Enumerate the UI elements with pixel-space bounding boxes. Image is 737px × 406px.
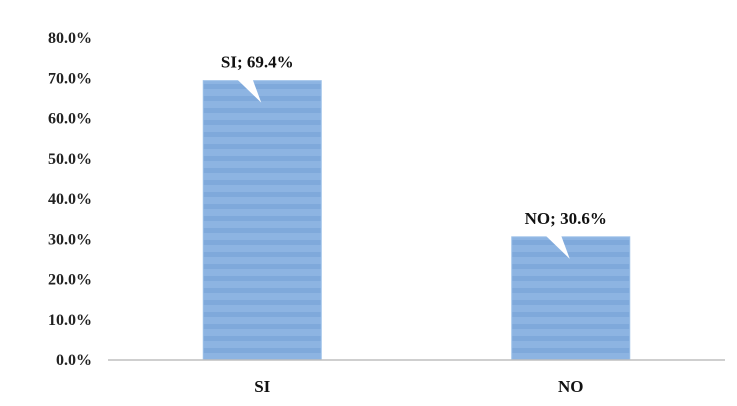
callout-box [203,46,312,77]
y-tick-label: 80.0% [48,30,92,47]
bars-group [202,80,631,361]
callout-pointer [541,231,570,259]
data-label-no: NO; 30.6% [511,202,620,259]
bar-no [511,236,631,361]
data-labels: SI; 69.4% NO; 30.6% [203,46,620,259]
y-tick-label: 10.0% [48,312,92,329]
data-label-text: SI; 69.4% [221,53,294,72]
x-tick-label: NO [558,377,584,396]
y-tick-label: 70.0% [48,70,92,87]
y-tick-label: 30.0% [48,231,92,248]
x-tick-label: SI [254,377,270,396]
x-axis: SI NO [254,377,583,396]
y-tick-label: 0.0% [56,352,92,369]
callout-box [511,202,620,233]
bar-si [202,80,322,361]
data-label-text: NO; 30.6% [525,209,607,228]
callout-pointer [233,75,262,103]
y-tick-label: 40.0% [48,191,92,208]
y-tick-label: 50.0% [48,151,92,168]
y-tick-label: 60.0% [48,111,92,128]
y-axis: 0.0% 10.0% 20.0% 30.0% 40.0% 50.0% 60.0% 70.0% 8… [48,30,92,369]
y-tick-label: 20.0% [48,272,92,289]
data-label-si: SI; 69.4% [203,46,312,103]
